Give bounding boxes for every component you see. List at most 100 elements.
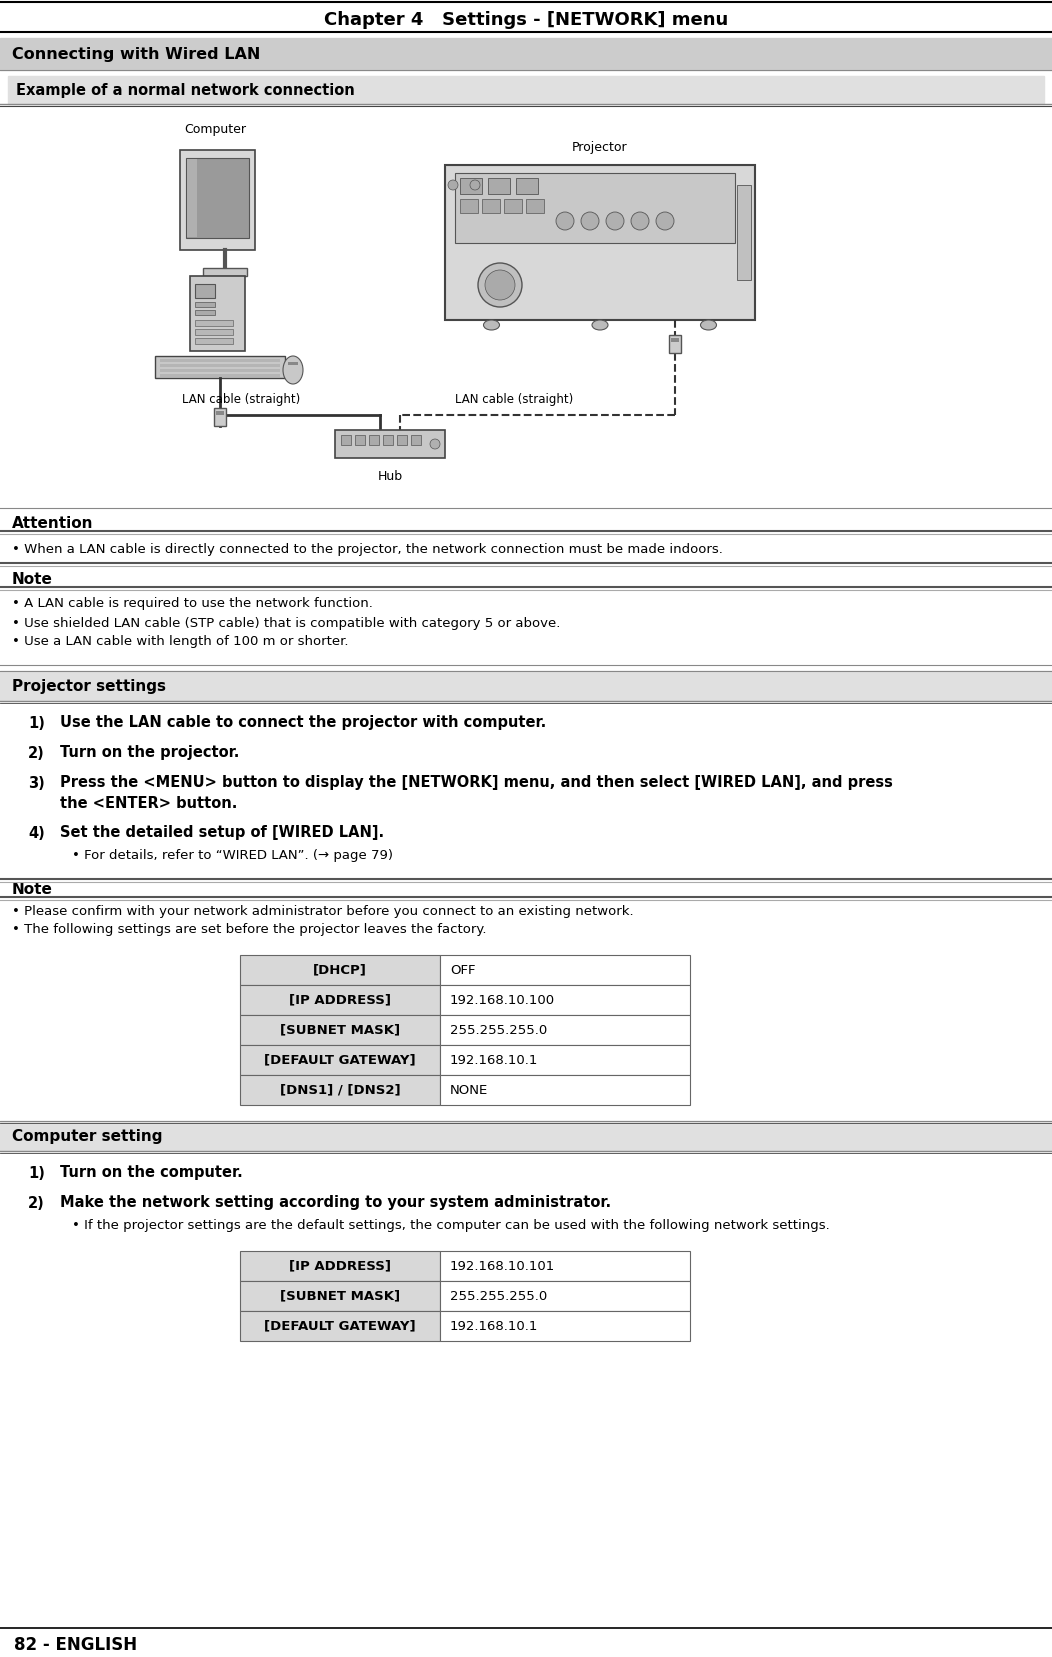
Text: Computer: Computer — [184, 124, 246, 136]
Bar — [440, 1075, 690, 1105]
Bar — [445, 166, 755, 320]
Ellipse shape — [484, 320, 500, 330]
Circle shape — [478, 263, 522, 307]
Text: 192.168.10.100: 192.168.10.100 — [450, 994, 555, 1006]
Bar — [216, 411, 224, 414]
Bar — [195, 330, 232, 335]
Circle shape — [557, 212, 574, 230]
Text: 192.168.10.101: 192.168.10.101 — [450, 1259, 555, 1273]
Text: • If the projector settings are the default settings, the computer can be used w: • If the projector settings are the defa… — [72, 1218, 830, 1231]
Bar — [440, 1311, 690, 1341]
Text: Turn on the computer.: Turn on the computer. — [60, 1165, 243, 1180]
Bar — [190, 277, 245, 351]
Bar — [195, 283, 215, 298]
Bar — [737, 186, 751, 280]
Bar — [482, 199, 500, 214]
Text: 2): 2) — [28, 1195, 45, 1211]
Ellipse shape — [701, 320, 716, 330]
Text: • When a LAN cable is directly connected to the projector, the network connectio: • When a LAN cable is directly connected… — [12, 543, 723, 557]
Bar — [187, 159, 197, 237]
Bar — [383, 436, 393, 446]
Text: NONE: NONE — [450, 1084, 488, 1097]
Text: [SUBNET MASK]: [SUBNET MASK] — [280, 1289, 400, 1302]
Text: [IP ADDRESS]: [IP ADDRESS] — [289, 1259, 391, 1273]
Text: LAN cable (straight): LAN cable (straight) — [456, 393, 573, 406]
Bar — [240, 1311, 440, 1341]
Text: Computer setting: Computer setting — [12, 1128, 162, 1143]
Bar — [195, 320, 232, 326]
Bar — [411, 436, 421, 446]
Text: Note: Note — [12, 572, 53, 587]
Text: Turn on the projector.: Turn on the projector. — [60, 746, 240, 761]
Text: Attention: Attention — [12, 515, 94, 530]
Bar — [195, 310, 215, 315]
Bar — [160, 374, 280, 378]
Bar — [335, 431, 445, 457]
Text: 1): 1) — [28, 716, 45, 731]
Text: Example of a normal network connection: Example of a normal network connection — [16, 83, 355, 98]
Text: 192.168.10.1: 192.168.10.1 — [450, 1319, 539, 1332]
Text: • A LAN cable is required to use the network function.: • A LAN cable is required to use the net… — [12, 598, 372, 610]
Bar — [440, 1281, 690, 1311]
Bar — [155, 356, 285, 378]
Text: Use the LAN cable to connect the projector with computer.: Use the LAN cable to connect the project… — [60, 716, 546, 731]
Bar — [0, 38, 1052, 70]
Bar — [8, 76, 1044, 104]
Text: 82 - ENGLISH: 82 - ENGLISH — [14, 1635, 137, 1654]
Bar — [460, 199, 478, 214]
Bar — [160, 370, 280, 373]
Text: Projector: Projector — [572, 141, 628, 154]
Bar — [0, 1122, 1052, 1152]
Bar — [288, 361, 298, 365]
Text: 255.255.255.0: 255.255.255.0 — [450, 1289, 547, 1302]
Circle shape — [470, 181, 480, 191]
Bar — [240, 954, 440, 984]
Text: Make the network setting according to your system administrator.: Make the network setting according to yo… — [60, 1195, 611, 1211]
Bar — [440, 1251, 690, 1281]
Ellipse shape — [592, 320, 608, 330]
Circle shape — [606, 212, 624, 230]
Bar — [240, 1281, 440, 1311]
Bar — [671, 338, 679, 341]
Bar — [240, 1046, 440, 1075]
Bar — [440, 954, 690, 984]
Circle shape — [448, 181, 458, 191]
Text: • Use shielded LAN cable (STP cable) that is compatible with category 5 or above: • Use shielded LAN cable (STP cable) tha… — [12, 616, 561, 630]
Bar — [440, 984, 690, 1016]
Bar — [195, 338, 232, 345]
Bar — [180, 151, 255, 250]
Bar — [397, 436, 407, 446]
Bar — [369, 436, 379, 446]
Text: Press the <MENU> button to display the [NETWORK] menu, and then select [WIRED LA: Press the <MENU> button to display the [… — [60, 775, 893, 790]
Circle shape — [581, 212, 599, 230]
Bar — [355, 436, 365, 446]
Text: 3): 3) — [28, 775, 45, 790]
Text: Set the detailed setup of [WIRED LAN].: Set the detailed setup of [WIRED LAN]. — [60, 825, 384, 840]
Text: Hub: Hub — [378, 469, 403, 482]
Bar — [440, 1046, 690, 1075]
Bar — [526, 199, 544, 214]
Circle shape — [485, 270, 515, 300]
Text: • The following settings are set before the projector leaves the factory.: • The following settings are set before … — [12, 923, 486, 936]
Bar — [504, 199, 522, 214]
Text: 192.168.10.1: 192.168.10.1 — [450, 1054, 539, 1067]
Bar — [203, 268, 247, 277]
Bar — [214, 408, 226, 426]
Bar — [195, 302, 215, 307]
Text: 2): 2) — [28, 746, 45, 761]
Text: 4): 4) — [28, 825, 45, 840]
Bar — [515, 177, 538, 194]
Bar — [240, 984, 440, 1016]
Bar — [186, 157, 249, 239]
Circle shape — [430, 439, 440, 449]
Bar — [456, 172, 735, 244]
Text: • For details, refer to “WIRED LAN”. (→ page 79): • For details, refer to “WIRED LAN”. (→ … — [72, 848, 393, 862]
Text: 255.255.255.0: 255.255.255.0 — [450, 1024, 547, 1037]
Bar — [240, 1251, 440, 1281]
Bar — [341, 436, 351, 446]
Bar — [240, 1075, 440, 1105]
Text: Chapter 4   Settings - [NETWORK] menu: Chapter 4 Settings - [NETWORK] menu — [324, 12, 728, 30]
Text: Note: Note — [12, 882, 53, 896]
Bar — [488, 177, 510, 194]
Circle shape — [631, 212, 649, 230]
